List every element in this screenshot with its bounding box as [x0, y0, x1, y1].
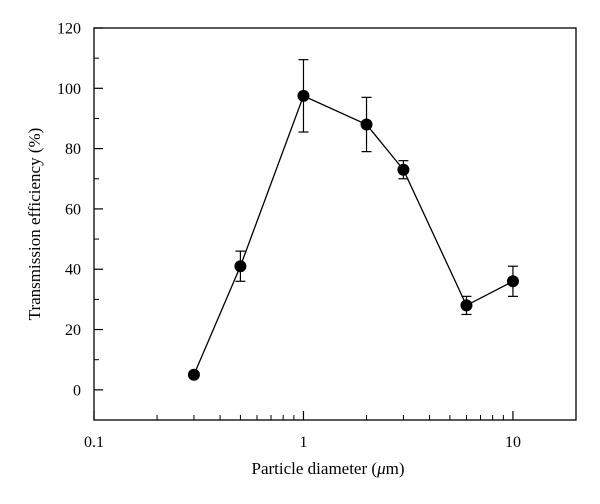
x-tick-label: 1: [299, 434, 307, 451]
y-tick-label: 40: [65, 262, 81, 279]
data-point: [506, 275, 519, 288]
data-point: [234, 260, 247, 273]
data-point: [297, 89, 310, 102]
error-bars: [188, 59, 518, 379]
x-axis-label: Particle diameter (μm): [252, 459, 405, 478]
y-tick-label: 80: [65, 141, 81, 158]
series-line: [193, 94, 514, 376]
y-tick-label: 20: [65, 322, 81, 339]
y-tick-label: 120: [57, 21, 81, 38]
x-tick-label: 10: [505, 434, 521, 451]
plot-frame: [93, 27, 577, 421]
y-tick-label: 60: [65, 201, 81, 218]
y-tick-label: 0: [73, 382, 81, 399]
y-tick-label: 100: [57, 81, 81, 98]
data-line: [193, 94, 514, 376]
data-point: [397, 163, 410, 176]
data-point: [460, 299, 473, 312]
y-axis-label: Transmission efficiency (%): [25, 128, 44, 321]
x-tick-label: 0.1: [84, 434, 104, 451]
data-point: [360, 118, 373, 131]
markers: [187, 89, 519, 381]
data-point: [187, 368, 200, 381]
